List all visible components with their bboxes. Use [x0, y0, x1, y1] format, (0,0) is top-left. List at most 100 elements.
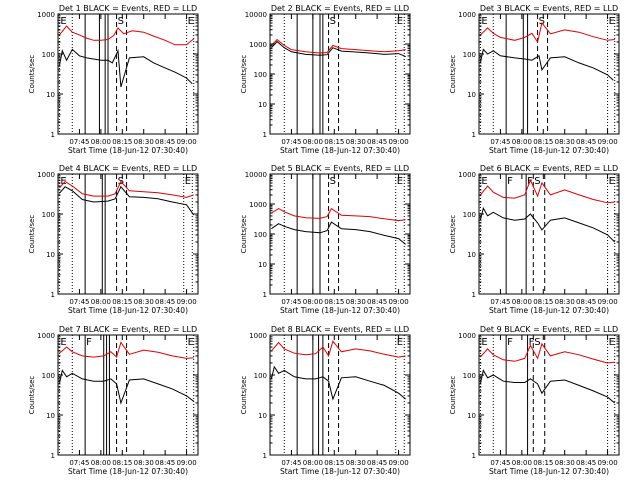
series-lld-line: [271, 340, 406, 358]
y-axis-label: Counts/sec: [240, 376, 248, 415]
series-lld-line: [480, 178, 615, 204]
event-marker-label: S: [330, 16, 336, 27]
y-tick-label: 1: [51, 452, 55, 460]
y-tick-label: 10: [467, 412, 476, 420]
x-tick-label: 08:00: [91, 298, 111, 306]
series-events-line: [271, 221, 407, 245]
y-tick-label: 1: [472, 291, 476, 299]
x-tick-label: 09:00: [176, 138, 196, 146]
y-tick-label: 10: [258, 101, 267, 109]
panel-title: Det 2 BLACK = Events, RED = LLD: [271, 4, 409, 13]
x-tick-label: 08:15: [533, 298, 553, 306]
x-tick-label: 08:15: [324, 459, 344, 467]
event-marker-label: E: [188, 337, 194, 348]
panel-title: Det 1 BLACK = Events, RED = LLD: [59, 4, 197, 13]
x-tick-label: 09:00: [597, 459, 617, 467]
x-tick-label: 08:00: [303, 298, 323, 306]
x-tick-label: 08:00: [91, 138, 111, 146]
series-events-line: [270, 365, 407, 401]
series-events-line: [479, 206, 616, 243]
x-tick-label: 08:15: [324, 298, 344, 306]
x-tick-label: 08:00: [303, 459, 323, 467]
x-tick-label: 07:45: [281, 138, 301, 146]
event-marker-label: E: [609, 16, 615, 27]
y-tick-label: 10: [258, 261, 267, 269]
y-tick-label: 1000: [458, 11, 476, 19]
panel-title: Det 4 BLACK = Events, RED = LLD: [59, 164, 197, 173]
x-tick-label: 08:30: [346, 138, 366, 146]
x-tick-label: 08:45: [155, 459, 175, 467]
x-tick-label: 07:45: [69, 459, 89, 467]
y-axis-label: Counts/sec: [240, 55, 248, 94]
x-axis-label: Start Time (18-Jun-12 07:30:40): [68, 306, 188, 315]
x-tick-label: 09:00: [597, 298, 617, 306]
x-tick-label: 08:00: [91, 459, 111, 467]
x-tick-label: 08:15: [112, 138, 132, 146]
plot-frame: [57, 334, 199, 456]
x-tick-label: 08:15: [112, 459, 132, 467]
series-lld-line: [59, 341, 194, 359]
y-axis-label: Counts/sec: [240, 215, 248, 254]
x-tick-label: 08:45: [576, 459, 596, 467]
y-tick-label: 1: [263, 452, 267, 460]
x-tick-label: 08:45: [576, 298, 596, 306]
x-axis-label: Start Time (18-Jun-12 07:30:40): [489, 467, 609, 476]
x-axis-label: Start Time (18-Jun-12 07:30:40): [489, 146, 609, 155]
panel-det-3: Det 3 BLACK = Events, RED = LLD E S E 1 10 100…: [449, 4, 620, 155]
x-tick-label: 07:45: [490, 138, 510, 146]
panel-title: Det 5 BLACK = Events, RED = LLD: [271, 164, 409, 173]
event-marker-label: E: [609, 337, 615, 348]
x-tick-label: 08:15: [324, 138, 344, 146]
plot-frame: [57, 13, 199, 135]
y-tick-label: 10000: [245, 11, 267, 19]
y-axis-label: Counts/sec: [449, 376, 457, 415]
event-marker-label: E: [397, 176, 403, 187]
y-axis-label: Counts/sec: [449, 215, 457, 254]
panel-det-7: Det 7 BLACK = Events, RED = LLD E F E 1 10 100…: [28, 325, 199, 476]
x-tick-label: 08:30: [134, 298, 154, 306]
panel-det-5: Det 5 BLACK = Events, RED = LLD S E 1 10 100 1…: [240, 164, 411, 315]
y-tick-label: 100: [254, 372, 267, 380]
x-tick-label: 08:15: [112, 298, 132, 306]
x-tick-label: 08:30: [555, 138, 575, 146]
event-marker-label: E: [481, 176, 487, 187]
event-marker-label: F: [86, 337, 92, 348]
y-tick-label: 10: [258, 412, 267, 420]
series-lld-line: [59, 180, 194, 198]
x-tick-label: 09:00: [388, 459, 408, 467]
panel-title: Det 3 BLACK = Events, RED = LLD: [480, 4, 618, 13]
event-marker-label: F: [507, 176, 513, 187]
y-tick-label: 10: [467, 91, 476, 99]
x-tick-label: 08:45: [367, 298, 387, 306]
y-tick-label: 1000: [249, 41, 267, 49]
x-tick-label: 09:00: [176, 298, 196, 306]
y-tick-label: 10: [46, 412, 55, 420]
y-tick-label: 10000: [245, 171, 267, 179]
x-tick-label: 08:30: [134, 138, 154, 146]
y-tick-label: 1000: [249, 332, 267, 340]
x-tick-label: 09:00: [388, 138, 408, 146]
y-tick-label: 1000: [37, 332, 55, 340]
x-axis-label: Start Time (18-Jun-12 07:30:40): [68, 467, 188, 476]
y-axis-label: Counts/sec: [28, 215, 36, 254]
y-tick-label: 10: [467, 251, 476, 259]
event-marker-label: S: [539, 16, 545, 27]
x-tick-label: 08:45: [155, 298, 175, 306]
x-tick-label: 08:15: [533, 138, 553, 146]
series-events-line: [59, 185, 195, 216]
event-marker-label: E: [60, 176, 66, 187]
y-tick-label: 1000: [458, 332, 476, 340]
x-tick-label: 08:30: [555, 298, 575, 306]
event-marker-label: S: [118, 16, 124, 27]
event-marker-label: F: [507, 337, 513, 348]
x-tick-label: 07:45: [69, 298, 89, 306]
y-tick-label: 100: [254, 71, 267, 79]
series-events-line: [271, 40, 406, 58]
series-events-line: [58, 48, 193, 88]
y-tick-label: 1: [51, 131, 55, 139]
y-tick-label: 10: [46, 91, 55, 99]
series-lld-line: [271, 38, 406, 54]
plot-frame: [57, 173, 199, 295]
y-tick-label: 100: [254, 231, 267, 239]
